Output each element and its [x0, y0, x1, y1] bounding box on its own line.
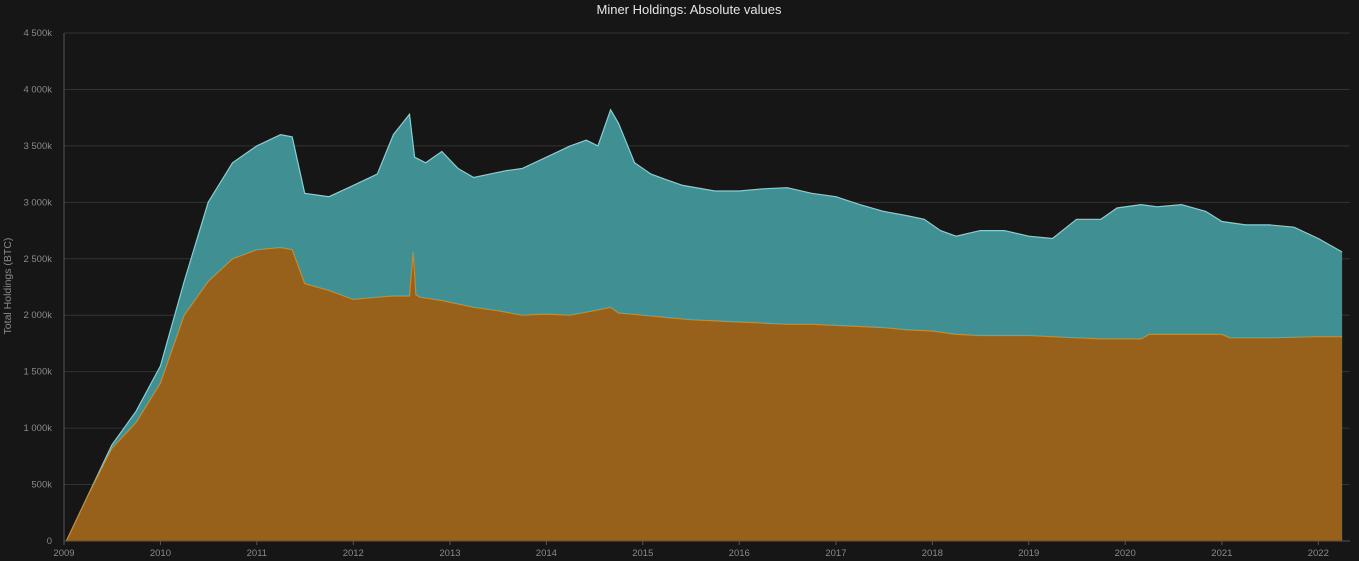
y-tick-label: 4 000k: [23, 84, 52, 95]
x-tick-label: 2017: [825, 548, 846, 559]
x-tick-label: 2011: [247, 548, 267, 559]
y-tick-label: 3 000k: [23, 197, 52, 208]
x-tick-label: 2009: [53, 548, 74, 559]
y-tick-label: 1 000k: [23, 423, 52, 434]
y-tick-label: 1 500k: [23, 367, 52, 378]
x-tick-labels: 2009 2010 2011 2012 2013 2014 2015 2016 2017 2018…: [53, 548, 1328, 559]
y-tick-label: 2 000k: [23, 310, 52, 321]
x-tick-label: 2021: [1211, 548, 1232, 559]
x-tick-label: 2020: [1115, 548, 1136, 559]
series-line-miners: [65, 246, 1343, 542]
y-axis-label: Total Holdings (BTC): [2, 238, 14, 335]
x-tick-label: 2014: [536, 548, 557, 559]
x-tick-label: 2018: [922, 548, 943, 559]
y-tick-labels: 0 500k 1 000k 1 500k 2 000k 2 500k 3 000k 3 500…: [23, 28, 52, 547]
chart-title: Miner Holdings: Absolute values: [597, 2, 782, 17]
y-tick-label: 2 500k: [23, 254, 52, 265]
y-tick-label: 500k: [31, 480, 52, 491]
series-areas: [65, 108, 1343, 542]
axes: [63, 33, 1350, 545]
x-tick-label: 2016: [729, 548, 750, 559]
y-tick-label: 0: [47, 536, 52, 547]
x-tick-label: 2022: [1308, 548, 1329, 559]
x-tick-label: 2012: [343, 548, 364, 559]
series-area-miners: [66, 247, 1343, 541]
y-tick-label: 4 500k: [23, 28, 52, 39]
series-line-total: [65, 108, 1343, 542]
y-tick-label: 3 500k: [23, 141, 52, 152]
x-tick-label: 2015: [632, 548, 653, 559]
x-tick-label: 2010: [150, 548, 171, 559]
x-tick-label: 2019: [1018, 548, 1039, 559]
x-tick-label: 2013: [439, 548, 460, 559]
